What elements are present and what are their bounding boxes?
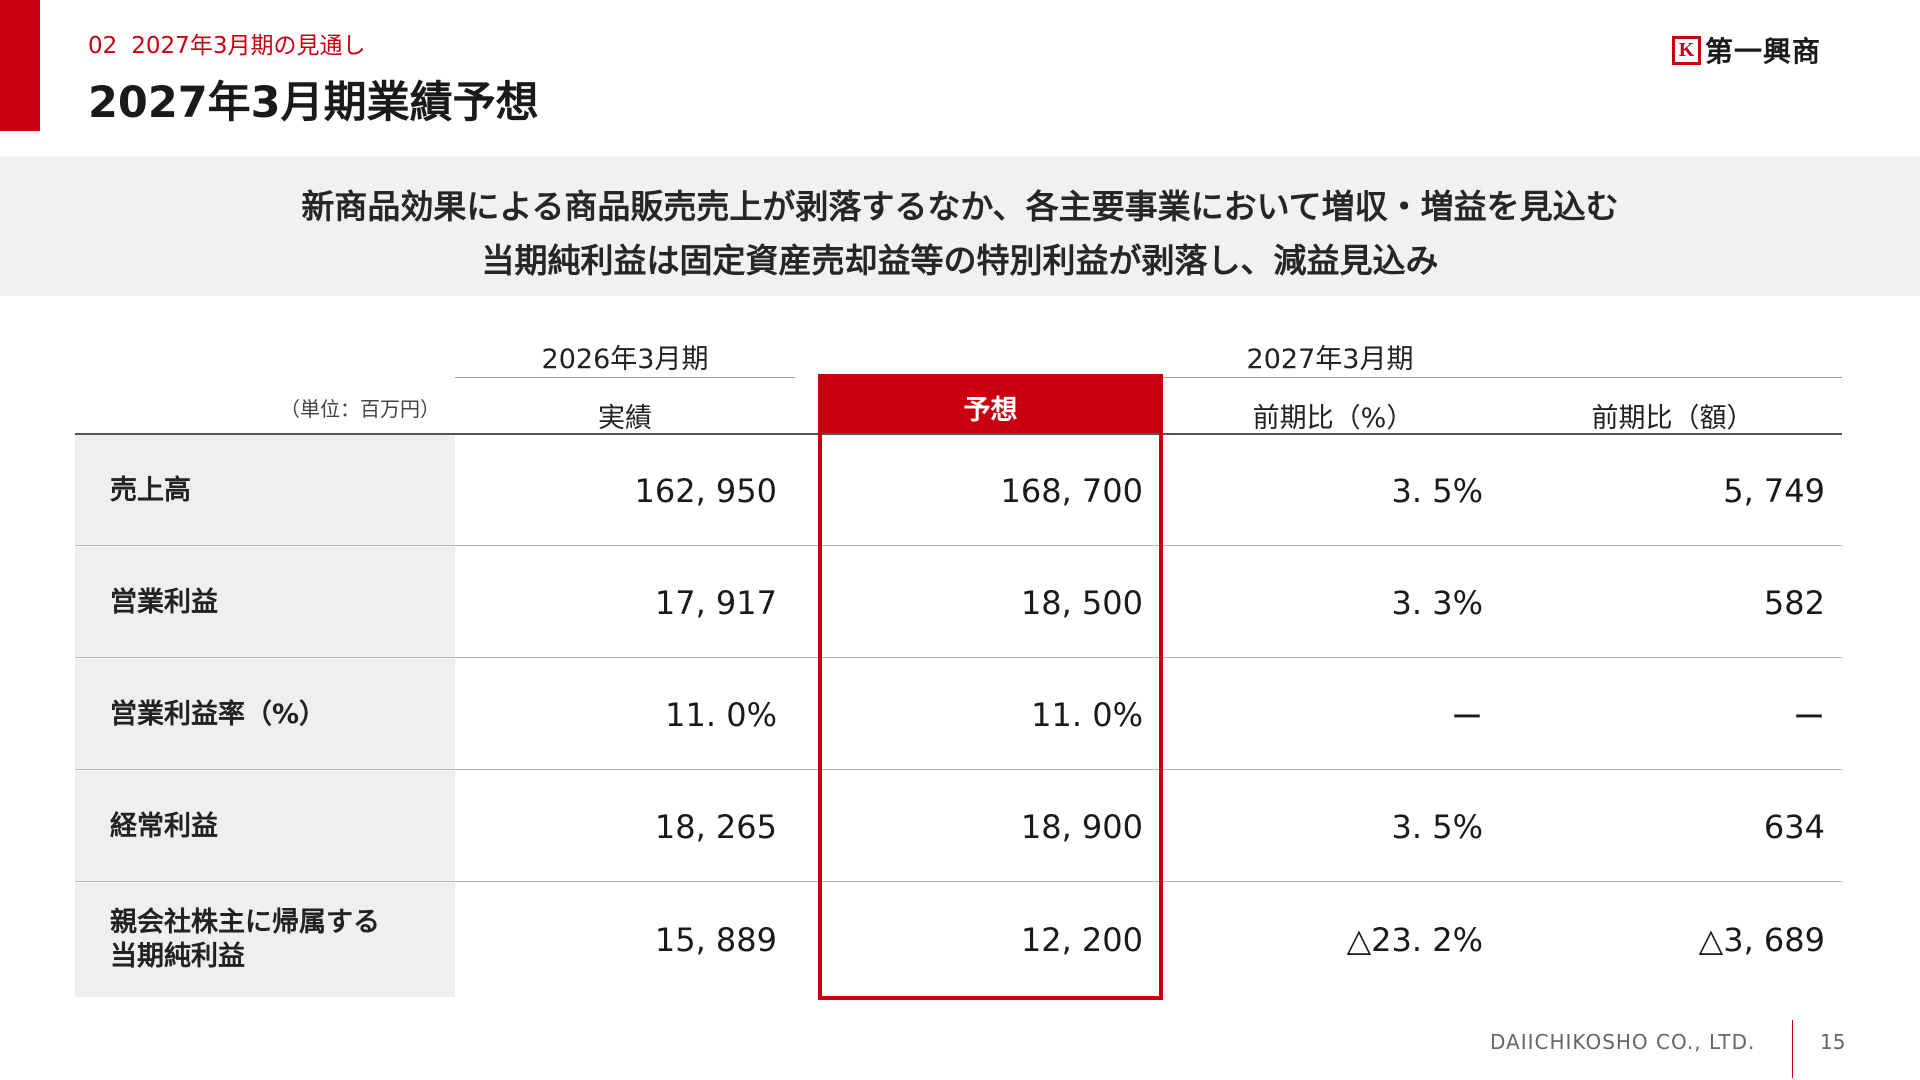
row-label-line-1: 親会社株主に帰属する	[110, 907, 380, 938]
row-label: 営業利益率（%）	[75, 659, 455, 770]
row-divider	[75, 545, 1842, 546]
period-next-rule	[1163, 377, 1842, 378]
cell-yoy-pct: 3. 5%	[1391, 807, 1483, 846]
row-divider	[75, 657, 1842, 658]
cell-yoy-pct: △23. 2%	[1346, 921, 1483, 959]
logo-text: 第一興商	[1705, 35, 1822, 68]
unit-label: （単位：百万円）	[280, 397, 440, 421]
summary-banner: 新商品効果による商品販売売上が剥落するなか、各主要事業において増収・増益を見込む…	[0, 156, 1920, 296]
company-logo: K 第一興商	[1672, 30, 1821, 70]
section-title: 2027年3月期の見通し	[131, 33, 366, 59]
row-divider	[75, 881, 1842, 882]
summary-line-2: 当期純利益は固定資産売却益等の特別利益が剥落し、減益見込み	[481, 241, 1439, 280]
table-row-operating-income: 営業利益 17, 917 18, 500 3. 3% 582	[75, 547, 1842, 658]
column-header-yoy-amt: 前期比（額）	[1591, 403, 1754, 434]
cell-forecast: 18, 500	[1020, 583, 1143, 622]
cell-forecast: 12, 200	[1020, 921, 1143, 959]
cell-actual: 18, 265	[654, 807, 777, 846]
row-label: 売上高	[75, 435, 455, 546]
row-label: 経常利益	[75, 771, 455, 882]
section-label: 02 2027年3月期の見通し	[88, 26, 365, 60]
footer-divider	[1792, 1020, 1793, 1078]
cell-yoy-pct: 3. 3%	[1391, 583, 1483, 622]
table-row-net-income: 親会社株主に帰属する 当期純利益 15, 889 12, 200 △23. 2%…	[75, 883, 1842, 997]
row-divider	[75, 769, 1842, 770]
cell-actual: 17, 917	[654, 583, 777, 622]
cell-yoy-amt: 582	[1763, 583, 1825, 622]
cell-forecast: 11. 0%	[1031, 695, 1143, 734]
row-label-line-2: 当期純利益	[110, 941, 245, 972]
cell-yoy-pct: ー	[1450, 697, 1483, 736]
column-header-forecast: 予想	[818, 374, 1163, 434]
logo-mark-icon: K	[1672, 35, 1701, 65]
row-label: 親会社株主に帰属する 当期純利益	[75, 883, 455, 997]
header-rule	[75, 433, 1842, 435]
cell-forecast: 168, 700	[1000, 471, 1144, 510]
page-number: 15	[1820, 1030, 1846, 1054]
cell-actual: 11. 0%	[665, 695, 777, 734]
table-row-ordinary-income: 経常利益 18, 265 18, 900 3. 5% 634	[75, 771, 1842, 882]
cell-yoy-pct: 3. 5%	[1391, 471, 1483, 510]
cell-forecast: 18, 900	[1020, 807, 1143, 846]
table-row-net-sales: 売上高 162, 950 168, 700 3. 5% 5, 749	[75, 435, 1842, 546]
column-header-yoy-pct: 前期比（%）	[1252, 403, 1414, 434]
period-next-header: 2027年3月期	[1246, 344, 1414, 375]
period-prev-rule	[455, 377, 795, 378]
cell-yoy-amt: 5, 749	[1723, 471, 1825, 510]
page-title: 2027年3月期業績予想	[88, 78, 539, 128]
summary-line-1: 新商品効果による商品販売売上が剥落するなか、各主要事業において増収・増益を見込む	[301, 187, 1619, 226]
cell-yoy-amt: △3, 689	[1698, 921, 1825, 959]
cell-yoy-amt: ー	[1792, 697, 1825, 736]
table-row-operating-margin: 営業利益率（%） 11. 0% 11. 0% ー ー	[75, 659, 1842, 770]
row-label: 営業利益	[75, 547, 455, 658]
forecast-highlight-frame	[818, 430, 1163, 1000]
cell-actual: 162, 950	[634, 471, 778, 510]
period-prev-header: 2026年3月期	[541, 344, 709, 375]
section-number: 02	[88, 33, 118, 59]
cell-yoy-amt: 634	[1763, 807, 1825, 846]
cell-actual: 15, 889	[654, 921, 777, 959]
footer-company: DAIICHIKOSHO CO., LTD.	[1490, 1030, 1756, 1054]
column-header-actual: 実績	[598, 403, 652, 434]
accent-bar	[0, 0, 40, 131]
